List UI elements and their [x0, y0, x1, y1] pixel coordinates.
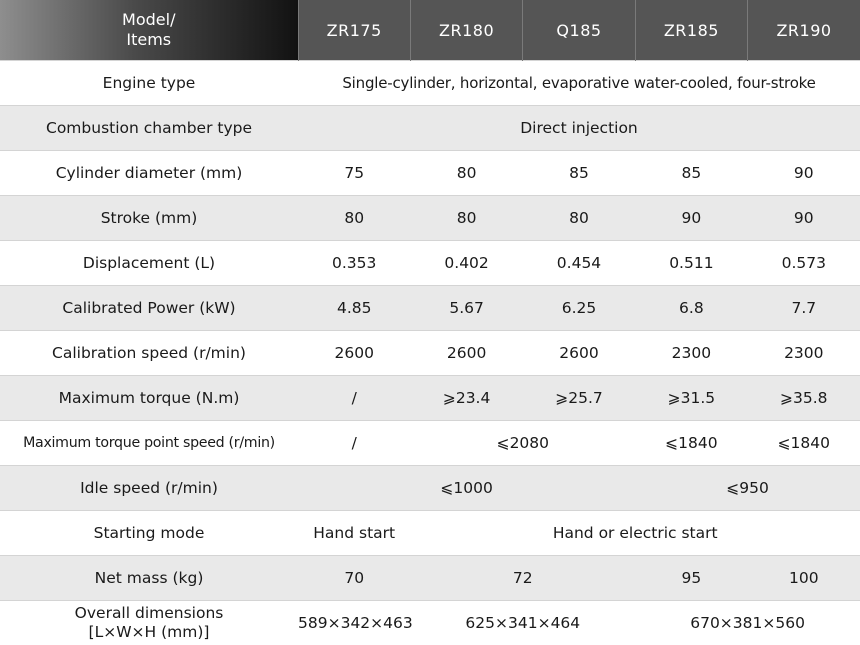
corner-model-label: Model/	[122, 10, 175, 29]
table-cell: 2600	[410, 331, 522, 376]
table-cell: 5.67	[410, 286, 522, 331]
table-cell: Hand or electric start	[410, 511, 860, 556]
table-cell: 80	[410, 151, 522, 196]
table-cell: 2600	[298, 331, 410, 376]
table-cell: Single-cylinder, horizontal, evaporative…	[298, 61, 860, 106]
table-cell: 90	[748, 151, 860, 196]
table-cell: 0.402	[410, 241, 522, 286]
table-row: Cylinder diameter (mm) 75 80 85 85 90	[0, 151, 860, 196]
table-row: Stroke (mm) 80 80 80 90 90	[0, 196, 860, 241]
row-label: Stroke (mm)	[0, 196, 298, 241]
table-cell: ⩾25.7	[523, 376, 635, 421]
header-corner: Model/ Items	[0, 0, 298, 61]
table-cell: 80	[410, 196, 522, 241]
table-cell: 72	[410, 556, 635, 601]
table-cell: 4.85	[298, 286, 410, 331]
table-cell: ⩽2080	[410, 421, 635, 466]
table-row: Starting mode Hand start Hand or electri…	[0, 511, 860, 556]
table-cell: 0.511	[635, 241, 747, 286]
table-row: Combustion chamber type Direct injection	[0, 106, 860, 151]
row-label: Combustion chamber type	[0, 106, 298, 151]
table-cell: ⩽1840	[635, 421, 747, 466]
table-row: Maximum torque (N.m) / ⩾23.4 ⩾25.7 ⩾31.5…	[0, 376, 860, 421]
table-cell: Direct injection	[298, 106, 860, 151]
table-row: Net mass (kg) 70 72 95 100	[0, 556, 860, 601]
model-header: ZR190	[748, 0, 860, 61]
table-cell: ⩽1840	[748, 421, 860, 466]
table-cell: 670×381×560	[635, 601, 860, 645]
row-label-line: Overall dimensions	[75, 604, 224, 622]
row-label: Idle speed (r/min)	[0, 466, 298, 511]
table-cell: ⩾23.4	[410, 376, 522, 421]
row-label: Cylinder diameter (mm)	[0, 151, 298, 196]
row-label: Calibration speed (r/min)	[0, 331, 298, 376]
table-cell: 80	[523, 196, 635, 241]
table-cell: 85	[523, 151, 635, 196]
table-cell: 75	[298, 151, 410, 196]
table-cell: 7.7	[748, 286, 860, 331]
model-header: ZR175	[298, 0, 410, 61]
table-cell: 0.353	[298, 241, 410, 286]
row-label: Maximum torque point speed (r/min)	[0, 421, 298, 466]
table-cell: 80	[298, 196, 410, 241]
table-row: Overall dimensions [L×W×H (mm)] 589×342×…	[0, 601, 860, 645]
table-cell: 90	[748, 196, 860, 241]
row-label: Starting mode	[0, 511, 298, 556]
model-header: Q185	[523, 0, 635, 61]
model-header: ZR185	[635, 0, 747, 61]
row-label: Engine type	[0, 61, 298, 106]
table-cell: ⩾35.8	[748, 376, 860, 421]
row-label: Displacement (L)	[0, 241, 298, 286]
row-label: Maximum torque (N.m)	[0, 376, 298, 421]
table-row: Calibration speed (r/min) 2600 2600 2600…	[0, 331, 860, 376]
row-label-line: [L×W×H (mm)]	[89, 623, 210, 641]
table-cell: ⩽950	[635, 466, 860, 511]
table-cell: 6.8	[635, 286, 747, 331]
table-cell: 0.573	[748, 241, 860, 286]
table-row: Maximum torque point speed (r/min) / ⩽20…	[0, 421, 860, 466]
table-cell: 2300	[748, 331, 860, 376]
header-row: Model/ Items ZR175 ZR180 Q185 ZR185 ZR19…	[0, 0, 860, 61]
row-label: Calibrated Power (kW)	[0, 286, 298, 331]
table-row: Idle speed (r/min) ⩽1000 ⩽950	[0, 466, 860, 511]
table-cell: 0.454	[523, 241, 635, 286]
table-cell: 95	[635, 556, 747, 601]
table-cell: 589×342×463	[298, 601, 410, 645]
table-cell: 90	[635, 196, 747, 241]
table-cell: 625×341×464	[410, 601, 635, 645]
corner-items-label: Items	[126, 30, 171, 49]
table-cell: /	[298, 421, 410, 466]
table-cell: 85	[635, 151, 747, 196]
table-cell: ⩾31.5	[635, 376, 747, 421]
table-row: Engine type Single-cylinder, horizontal,…	[0, 61, 860, 106]
table-cell: 6.25	[523, 286, 635, 331]
table-cell: 2300	[635, 331, 747, 376]
table-cell: Hand start	[298, 511, 410, 556]
table-cell: 100	[748, 556, 860, 601]
table-cell: /	[298, 376, 410, 421]
table-cell: 70	[298, 556, 410, 601]
table-row: Displacement (L) 0.353 0.402 0.454 0.511…	[0, 241, 860, 286]
table-cell: ⩽1000	[298, 466, 635, 511]
row-label: Net mass (kg)	[0, 556, 298, 601]
table-row: Calibrated Power (kW) 4.85 5.67 6.25 6.8…	[0, 286, 860, 331]
row-label: Overall dimensions [L×W×H (mm)]	[0, 601, 298, 645]
table-cell: 2600	[523, 331, 635, 376]
model-header: ZR180	[410, 0, 522, 61]
